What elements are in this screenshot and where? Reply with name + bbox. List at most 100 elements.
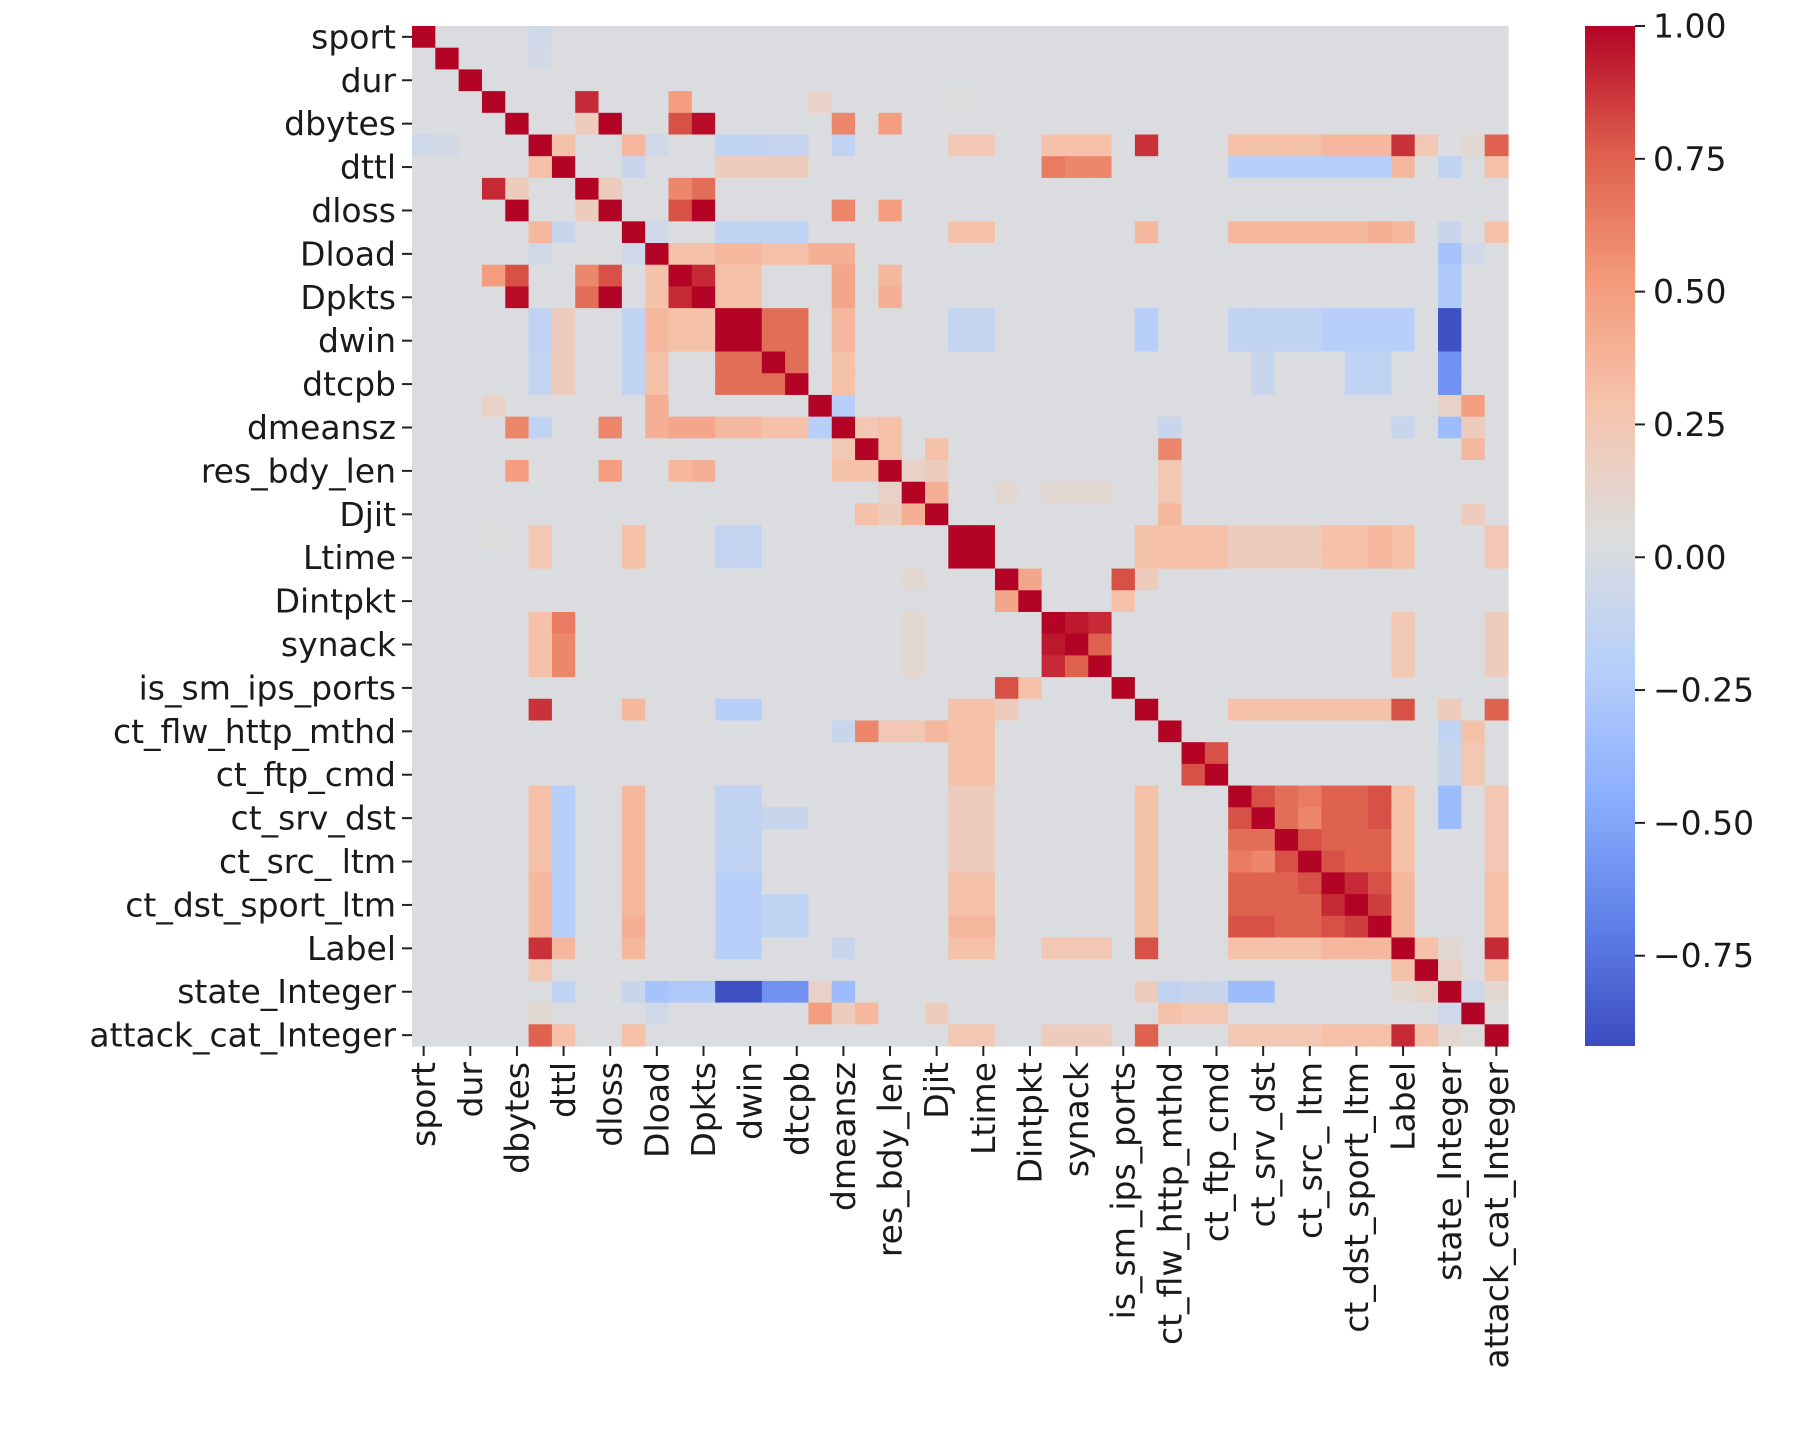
heatmap-cell — [738, 742, 763, 765]
heatmap-cell — [1438, 329, 1462, 353]
heatmap-cell — [645, 894, 670, 917]
heatmap-cell — [505, 199, 530, 222]
heatmap-cell — [1158, 980, 1183, 1004]
heatmap-cell — [831, 872, 856, 895]
heatmap-cell — [808, 828, 833, 852]
heatmap-cell — [1111, 633, 1136, 656]
heatmap-cell — [901, 112, 926, 136]
heatmap-cell — [785, 872, 810, 895]
heatmap-cell — [785, 460, 810, 483]
heatmap-cell — [1461, 351, 1486, 374]
heatmap-cell — [1414, 807, 1439, 830]
heatmap-cell — [1368, 91, 1393, 114]
heatmap-cell — [1438, 894, 1462, 917]
heatmap-cell — [761, 720, 786, 743]
heatmap-cell — [505, 655, 530, 678]
heatmap-cell — [1298, 26, 1323, 49]
heatmap-cell — [925, 937, 949, 960]
heatmap-cell — [1181, 1024, 1206, 1047]
x-tick-label: Dintpkt — [1010, 1062, 1049, 1183]
heatmap-cell — [785, 503, 810, 526]
heatmap-cell — [831, 199, 856, 222]
heatmap-cell — [1461, 959, 1486, 982]
heatmap-cell — [1111, 807, 1136, 830]
heatmap-cell — [1391, 568, 1416, 591]
heatmap-cell — [458, 1002, 483, 1025]
heatmap-cell — [1461, 69, 1486, 92]
heatmap-cell — [1251, 720, 1276, 743]
heatmap-cell — [1344, 785, 1369, 808]
heatmap-cell — [668, 351, 693, 374]
heatmap-cell — [1461, 590, 1486, 613]
heatmap-cell — [1111, 850, 1136, 873]
heatmap-cell — [785, 394, 810, 418]
x-tick-label: synack — [1057, 1061, 1096, 1177]
heatmap-cell — [435, 1024, 460, 1047]
heatmap-cell — [1484, 959, 1509, 982]
heatmap-cell — [691, 980, 716, 1004]
heatmap-cell — [831, 460, 856, 483]
heatmap-cell — [1204, 156, 1229, 179]
heatmap-cell — [1414, 26, 1439, 49]
heatmap-cell — [1088, 1024, 1113, 1047]
heatmap-cell — [738, 828, 763, 852]
heatmap-cell — [1134, 807, 1159, 830]
heatmap-cell — [761, 243, 786, 266]
colorbar-tick-label: −0.75 — [1653, 936, 1754, 975]
heatmap-cell — [575, 460, 600, 483]
heatmap-cell — [925, 416, 949, 439]
heatmap-cell — [925, 329, 949, 353]
heatmap-cell — [948, 351, 973, 374]
heatmap-cell — [551, 329, 576, 353]
heatmap-cell — [1274, 112, 1299, 136]
heatmap-cell — [691, 546, 716, 570]
heatmap-cell — [1158, 828, 1183, 852]
heatmap-cell — [785, 720, 810, 743]
heatmap-cell — [855, 525, 879, 548]
heatmap-cell — [598, 286, 623, 309]
heatmap-cell — [551, 199, 576, 222]
heatmap-cell — [575, 807, 600, 830]
heatmap-cell — [715, 394, 740, 418]
heatmap-cell — [668, 850, 693, 873]
heatmap-cell — [855, 373, 879, 396]
heatmap-cell — [878, 894, 903, 917]
heatmap-cell — [831, 438, 856, 461]
heatmap-cell — [738, 69, 763, 92]
heatmap-cell — [1274, 416, 1299, 439]
heatmap-cell — [1438, 590, 1462, 613]
heatmap-cell — [691, 525, 716, 548]
heatmap-cell — [948, 785, 973, 808]
heatmap-cell — [645, 394, 670, 418]
heatmap-cell — [621, 156, 646, 179]
heatmap-cell — [621, 177, 646, 201]
heatmap-cell — [1298, 416, 1323, 439]
heatmap-cell — [738, 677, 763, 700]
heatmap-cell — [1344, 698, 1369, 722]
heatmap-cell — [1158, 177, 1183, 201]
heatmap-cell — [412, 221, 436, 244]
heatmap-cell — [831, 91, 856, 114]
heatmap-cell — [1274, 850, 1299, 873]
heatmap-cell — [808, 394, 833, 418]
heatmap-cell — [412, 546, 436, 570]
heatmap-cell — [1321, 460, 1346, 483]
heatmap-cell — [458, 1024, 483, 1047]
heatmap-cell — [1111, 503, 1136, 526]
heatmap-cell — [1461, 1024, 1486, 1047]
heatmap-cell — [1158, 416, 1183, 439]
heatmap-cell — [1064, 937, 1089, 960]
heatmap-cell — [1391, 26, 1416, 49]
heatmap-cell — [598, 980, 623, 1004]
heatmap-cell — [575, 785, 600, 808]
heatmap-cell — [1228, 698, 1253, 722]
heatmap-cell — [1414, 872, 1439, 895]
heatmap-cell — [971, 199, 996, 222]
heatmap-cell — [505, 243, 530, 266]
heatmap-cell — [551, 351, 576, 374]
heatmap-cell — [1298, 850, 1323, 873]
heatmap-cell — [621, 503, 646, 526]
heatmap-cell — [1158, 525, 1183, 548]
heatmap-cell — [481, 785, 506, 808]
heatmap-cell — [1204, 69, 1229, 92]
